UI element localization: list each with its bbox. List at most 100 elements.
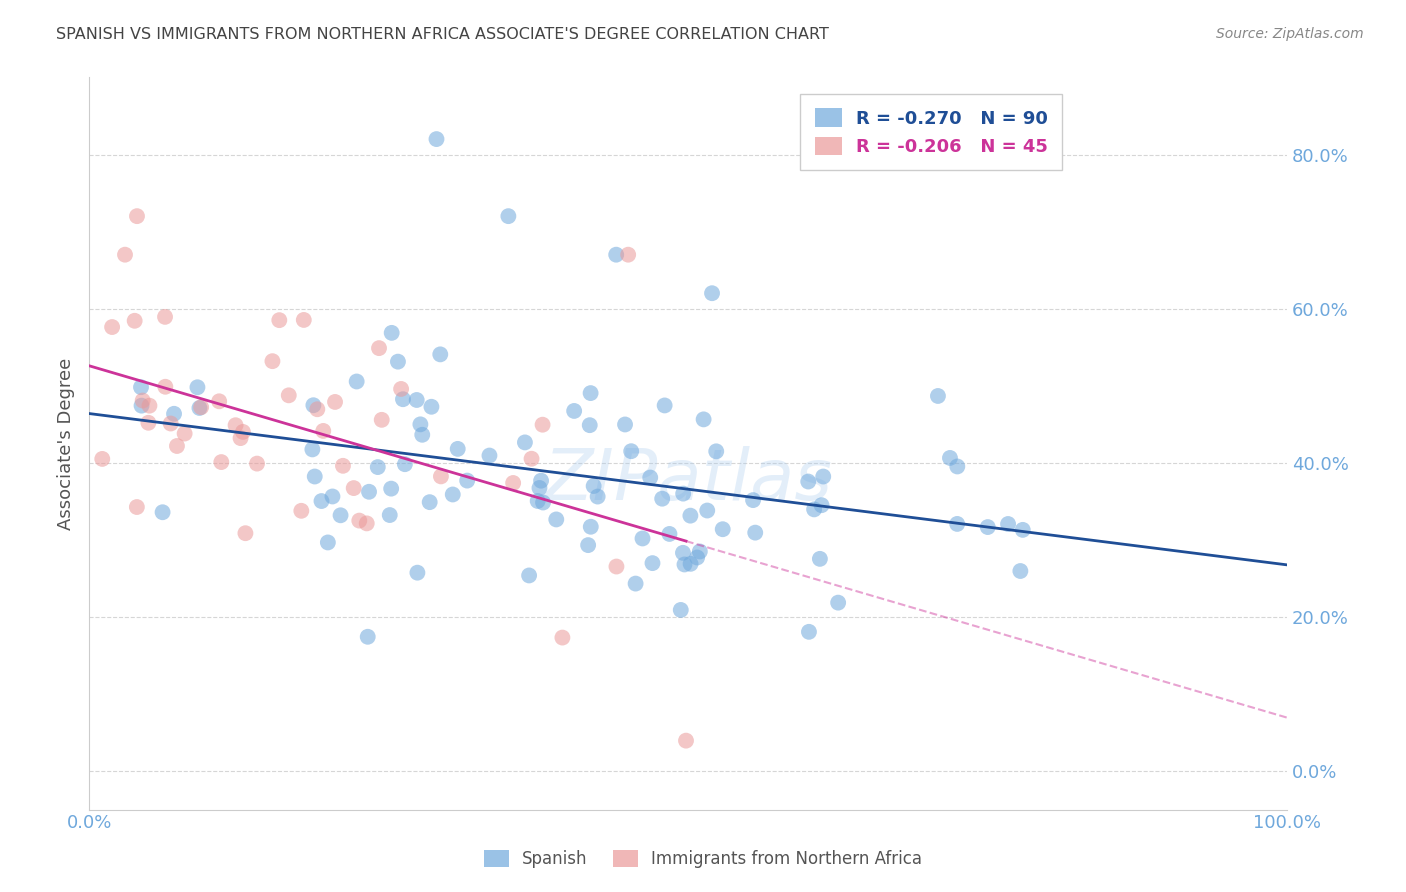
Point [356,516,378,531]
Point [744,525,766,540]
Point [586,490,609,504]
Point [530,474,553,488]
Point [323,395,346,409]
Point [531,495,554,509]
Point [711,522,734,536]
Point [675,733,697,747]
Point [312,424,335,438]
Point [502,475,524,490]
Point [232,425,254,439]
Point [669,603,692,617]
Point [91,451,114,466]
Point [301,442,323,457]
Legend: Spanish, Immigrants from Northern Africa: Spanish, Immigrants from Northern Africa [477,843,929,875]
Point [1010,564,1032,578]
Point [316,535,339,549]
Point [292,313,315,327]
Point [498,209,520,223]
Point [188,401,211,415]
Point [631,532,654,546]
Point [692,412,714,426]
Point [686,550,709,565]
Point [576,538,599,552]
Text: Source: ZipAtlas.com: Source: ZipAtlas.com [1216,27,1364,41]
Point [173,426,195,441]
Point [673,558,696,572]
Point [813,469,835,483]
Point [679,508,702,523]
Point [578,418,600,433]
Point [939,450,962,465]
Point [704,444,727,458]
Point [262,354,284,368]
Point [658,527,681,541]
Point [114,248,136,262]
Point [229,431,252,445]
Point [447,442,470,456]
Point [405,392,427,407]
Point [152,505,174,519]
Point [617,248,640,262]
Point [307,402,329,417]
Point [997,516,1019,531]
Point [614,417,637,432]
Point [329,508,352,523]
Point [370,413,392,427]
Point [349,514,371,528]
Point [529,481,551,495]
Point [430,469,453,483]
Point [605,559,627,574]
Point [441,487,464,501]
Point [302,398,325,412]
Point [672,546,695,560]
Point [235,526,257,541]
Point [429,347,451,361]
Point [380,482,402,496]
Point [389,382,412,396]
Point [138,399,160,413]
Point [456,474,478,488]
Point [478,449,501,463]
Point [562,404,585,418]
Point [977,520,1000,534]
Point [392,392,415,407]
Point [131,399,153,413]
Point [620,444,643,458]
Point [409,417,432,432]
Point [1011,523,1033,537]
Point [827,596,849,610]
Point [208,394,231,409]
Point [551,631,574,645]
Point [742,493,765,508]
Point [420,400,443,414]
Point [582,479,605,493]
Point [696,503,718,517]
Point [159,417,181,431]
Point [138,416,160,430]
Point [513,435,536,450]
Point [131,393,153,408]
Y-axis label: Associate's Degree: Associate's Degree [58,358,75,530]
Point [946,459,969,474]
Point [526,494,548,508]
Point [927,389,949,403]
Point [517,568,540,582]
Point [367,460,389,475]
Point [357,630,380,644]
Point [225,418,247,433]
Point [810,498,832,512]
Point [411,427,433,442]
Text: ZIPatlas: ZIPatlas [544,446,832,515]
Point [797,624,820,639]
Point [186,380,208,394]
Legend: R = -0.270   N = 90, R = -0.206   N = 45: R = -0.270 N = 90, R = -0.206 N = 45 [800,94,1063,170]
Point [368,341,391,355]
Point [378,508,401,522]
Point [155,380,177,394]
Point [803,502,825,516]
Point [346,375,368,389]
Point [531,417,554,432]
Point [406,566,429,580]
Point [311,494,333,508]
Point [700,286,723,301]
